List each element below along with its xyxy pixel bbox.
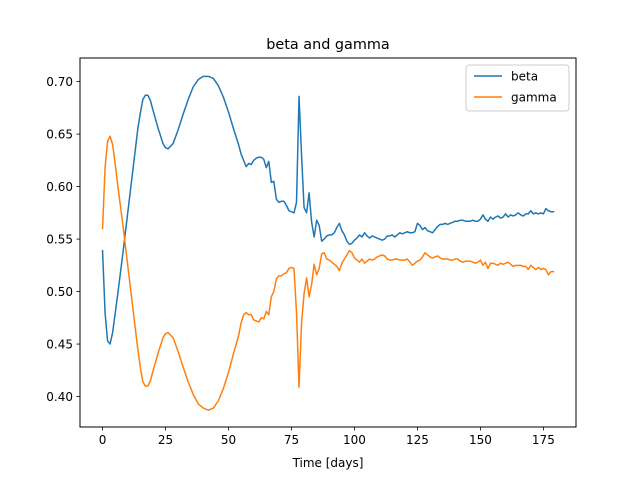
series-layer [101, 75, 555, 411]
axes-frame [79, 57, 577, 428]
y-tick-label: 0.55 [46, 232, 73, 246]
x-tick-label: 125 [406, 433, 429, 447]
legend-label-gamma: gamma [511, 90, 557, 104]
y-tick-label: 0.50 [46, 285, 73, 299]
plot-area [101, 75, 555, 411]
y-axis: 0.40 0.45 0.50 0.55 0.60 0.65 0.70 [46, 75, 80, 404]
x-axis: 0 25 50 75 100 125 150 175 [99, 427, 555, 447]
x-axis-label: Time [days] [292, 456, 364, 470]
x-tick-label: 150 [469, 433, 492, 447]
x-tick-label: 175 [532, 433, 555, 447]
y-tick-label: 0.65 [46, 127, 73, 141]
series-line-beta [101, 75, 555, 345]
y-tick-label: 0.45 [46, 337, 73, 351]
x-tick-label: 0 [99, 433, 107, 447]
x-tick-label: 100 [343, 433, 366, 447]
y-tick-label: 0.70 [46, 75, 73, 89]
x-tick-label: 75 [284, 433, 299, 447]
legend: beta gamma [465, 64, 570, 112]
legend-label-beta: beta [511, 69, 538, 83]
x-tick-label: 50 [221, 433, 236, 447]
y-tick-label: 0.40 [46, 390, 73, 404]
chart-title: beta and gamma [266, 37, 389, 53]
x-tick-label: 25 [158, 433, 173, 447]
y-tick-label: 0.60 [46, 180, 73, 194]
series-line-gamma [101, 135, 555, 411]
